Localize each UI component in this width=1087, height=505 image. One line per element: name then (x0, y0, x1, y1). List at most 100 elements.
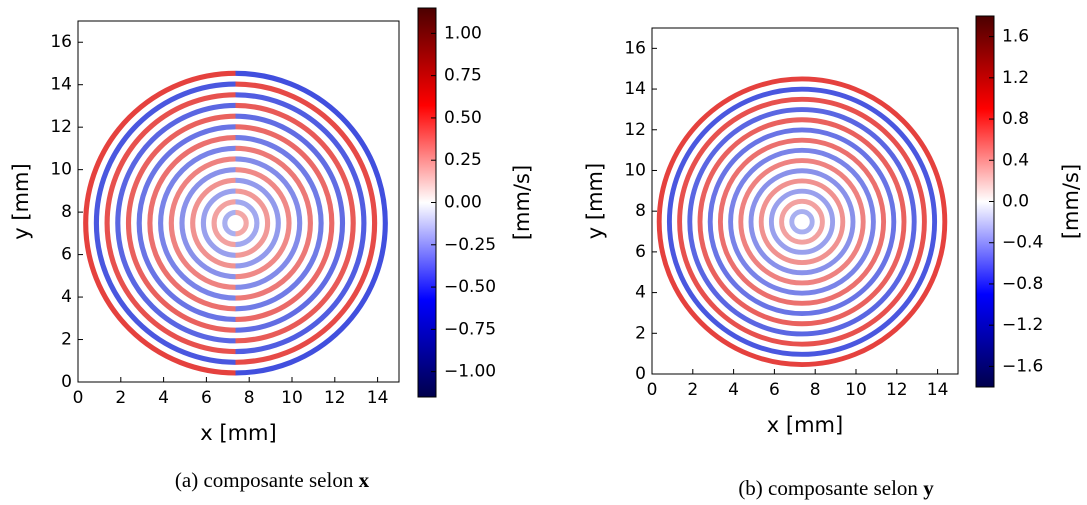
wave-ring (83, 70, 236, 376)
wave-ring (697, 117, 907, 327)
colorbar-tick-label: −1.2 (1002, 315, 1043, 335)
colorbar-tick-label: 0.0 (1002, 192, 1029, 212)
wave-ring (707, 127, 897, 317)
x-axis-label: x [mm] (200, 421, 276, 445)
x-axis-label: x [mm] (767, 413, 843, 437)
colorbar-tick-label: 0.00 (444, 193, 482, 213)
colorbar-tick-label: −0.75 (444, 319, 496, 339)
plot-frame (651, 27, 959, 375)
wave-ring (158, 145, 236, 301)
colorbar-tick-label: 0.4 (1002, 150, 1029, 170)
wave-ring (758, 178, 846, 266)
x-tick-label: 10 (845, 380, 867, 400)
colorbar-tick-label: −0.4 (1002, 233, 1043, 253)
field (83, 70, 388, 376)
colorbar-tick-label: 0.50 (444, 108, 482, 128)
wave-ring (235, 81, 378, 365)
colorbar-tick-label: 1.00 (444, 23, 482, 43)
x-tick-label: 4 (158, 388, 169, 408)
wave-ring (687, 107, 917, 337)
wave-ring (190, 177, 236, 269)
wave-ring (115, 102, 236, 344)
colorbar-tick-label: 0.25 (444, 150, 482, 170)
wave-ring (235, 209, 249, 237)
wave-ring (779, 198, 825, 245)
x-tick-label: 12 (324, 388, 346, 408)
colorbar-tick-label: −1.00 (444, 362, 496, 382)
y-tick-label: 2 (635, 323, 646, 343)
colorbar-tick-label: −0.8 (1002, 274, 1043, 294)
field (656, 76, 948, 368)
wave-ring (235, 188, 271, 258)
caption: (b) composante selon y (738, 476, 934, 500)
y-tick-label: 14 (624, 79, 646, 99)
wave-ring (728, 147, 876, 296)
y-tick-label: 0 (635, 364, 646, 384)
wave-ring (666, 86, 938, 357)
x-tick-label: 8 (244, 388, 255, 408)
x-tick-label: 14 (367, 388, 389, 408)
wave-ring (235, 92, 367, 355)
colorbar-tick-label: −1.6 (1002, 356, 1043, 376)
caption: (a) composante selon x (175, 468, 370, 492)
wave-ring (235, 199, 260, 248)
y-tick-label: 12 (624, 120, 646, 140)
y-axis-label: y [mm] (583, 163, 607, 239)
y-tick-label: 12 (50, 117, 72, 137)
wave-ring (656, 76, 948, 368)
wave-ring (235, 177, 281, 269)
colorbar-tick-label: −0.25 (444, 235, 496, 255)
wave-ring (235, 70, 388, 376)
caption-vector: y (923, 476, 934, 500)
x-tick-label: 0 (647, 380, 658, 400)
x-tick-label: 12 (886, 380, 908, 400)
plot-frame (77, 20, 400, 383)
y-tick-label: 6 (635, 242, 646, 262)
colorbar-tick-label: 1.2 (1002, 68, 1029, 88)
wave-ring (748, 168, 856, 276)
x-tick-label: 2 (115, 388, 126, 408)
y-tick-label: 4 (635, 283, 646, 303)
y-tick-label: 14 (50, 75, 72, 95)
wave-ring (168, 156, 236, 290)
wave-ring (200, 188, 236, 258)
y-tick-label: 10 (624, 160, 646, 180)
x-tick-label: 6 (201, 388, 212, 408)
wave-ring (235, 145, 313, 301)
wave-ring (235, 102, 356, 344)
wave-ring (738, 158, 866, 286)
wave-ring (179, 167, 236, 280)
y-tick-label: 8 (61, 202, 72, 222)
wave-ring (677, 96, 927, 347)
y-axis-label: y [mm] (9, 163, 33, 239)
caption-vector: x (359, 468, 370, 492)
colorbar-label: [mm/s] (510, 165, 534, 240)
wave-ring (93, 81, 236, 365)
x-tick-label: 4 (728, 380, 739, 400)
wave-ring (125, 113, 236, 333)
colorbar-tick-label: 1.6 (1002, 27, 1029, 47)
y-tick-label: 16 (624, 38, 646, 58)
x-tick-label: 6 (769, 380, 780, 400)
y-tick-label: 6 (61, 245, 72, 265)
colorbar-tick-label: −0.50 (444, 277, 496, 297)
wave-ring (235, 113, 346, 333)
colorbar-label: [mm/s] (1059, 164, 1083, 239)
wave-ring (789, 209, 815, 235)
caption-text: (b) composante selon (738, 476, 918, 500)
wave-ring (211, 199, 236, 248)
colorbar-tick-label: 0.8 (1002, 109, 1029, 129)
x-tick-label: 10 (281, 388, 303, 408)
x-tick-label: 2 (687, 380, 698, 400)
wave-ring (235, 167, 292, 280)
y-tick-label: 2 (61, 330, 72, 350)
x-tick-label: 8 (810, 380, 821, 400)
caption-text: (a) composante selon (175, 468, 354, 492)
colorbar-tick-label: 0.75 (444, 66, 482, 86)
wave-ring (104, 92, 236, 355)
wave-ring (717, 137, 887, 306)
y-tick-label: 16 (50, 32, 72, 52)
wave-ring (235, 156, 303, 290)
x-tick-label: 0 (73, 388, 84, 408)
